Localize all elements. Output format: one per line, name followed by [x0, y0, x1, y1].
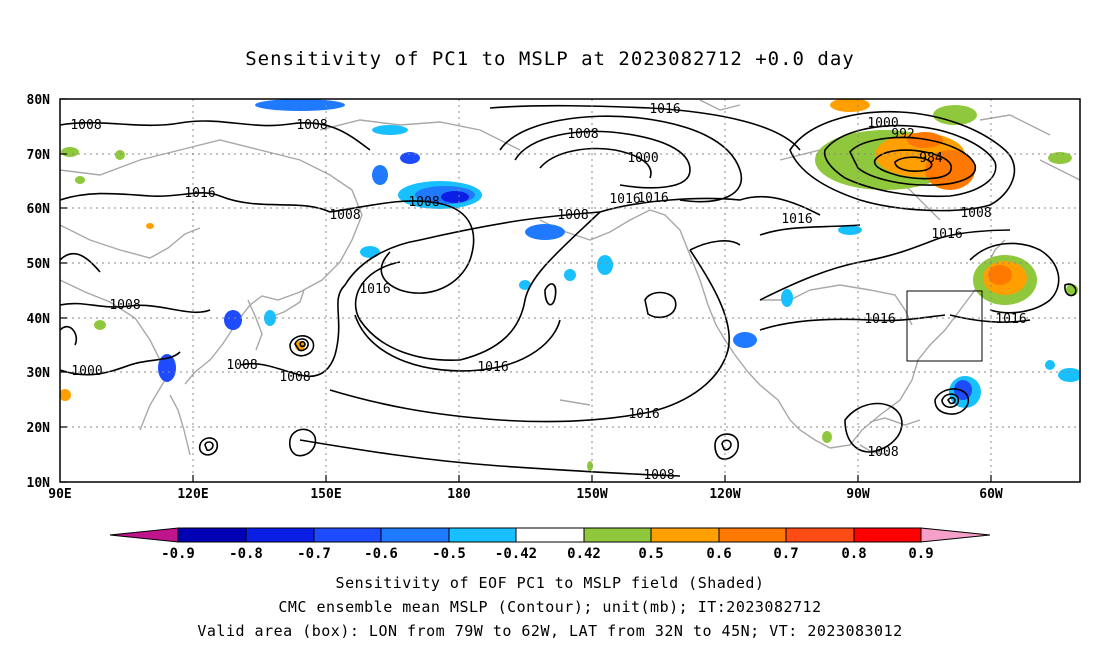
colorbar-swatch — [380, 527, 450, 543]
contour-label: 1016 — [864, 312, 895, 327]
colorbar-label: 0.9 — [908, 546, 933, 562]
lat-tick-label: 40N — [27, 312, 51, 327]
contour-label: 1016 — [995, 312, 1026, 327]
contour-label: 1016 — [628, 407, 659, 422]
caption-line-3: Valid area (box): LON from 79W to 62W, L… — [197, 622, 903, 640]
contour-label: 1016 — [637, 191, 668, 206]
colorbar-label: -0.8 — [229, 546, 263, 562]
contour-label: 1016 — [477, 360, 508, 375]
lon-tick-label: 180 — [447, 487, 471, 502]
contour-label: 1016 — [359, 282, 390, 297]
contour-label: 1008 — [296, 118, 327, 133]
contour-label: 1000 — [867, 116, 898, 131]
lon-tick-label: 120E — [177, 487, 208, 502]
colorbar-label: -0.6 — [364, 546, 398, 562]
tick-marks — [60, 98, 992, 483]
contour-label: 1008 — [329, 208, 360, 223]
contour-label: 1008 — [279, 370, 310, 385]
lon-tick-label: 90W — [846, 487, 870, 502]
contour-label: 1000 — [627, 151, 658, 166]
colorbar-swatch — [785, 527, 855, 543]
colorbar-label: -0.9 — [161, 546, 195, 562]
lat-tick-label: 60N — [27, 202, 51, 217]
colorbar-label: 0.8 — [841, 546, 866, 562]
caption-line-1: Sensitivity of EOF PC1 to MSLP field (Sh… — [335, 574, 765, 592]
colorbar-label: -0.7 — [297, 546, 331, 562]
lat-tick-label: 30N — [27, 366, 51, 381]
colorbar-swatch — [718, 527, 787, 543]
colorbar-swatch — [583, 527, 652, 543]
contour-label: 1008 — [70, 118, 101, 133]
contour-label: 1008 — [643, 468, 674, 483]
sensitivity-shading — [60, 99, 1080, 471]
lat-tick-label: 70N — [27, 148, 51, 163]
lat-labels: 80N 70N 60N 50N 40N 30N 20N 10N — [27, 93, 51, 491]
lon-tick-label: 150E — [310, 487, 341, 502]
colorbar-swatch — [448, 527, 517, 543]
colorbar-swatch — [515, 527, 585, 543]
valid-area-box — [906, 290, 983, 362]
contour-label: 1000 — [71, 364, 102, 379]
lat-tick-label: 10N — [27, 476, 51, 491]
colorbar-swatch — [853, 527, 922, 543]
contour-label: 992 — [891, 127, 914, 142]
colorbar — [109, 527, 991, 543]
contour-label: 1008 — [960, 206, 991, 221]
colorbar-label: -0.42 — [495, 546, 537, 562]
grid-lines — [60, 99, 1080, 482]
map-title: Sensitivity of PC1 to MSLP at 2023082712… — [245, 48, 855, 70]
contour-label: 1008 — [557, 208, 588, 223]
colorbar-label: 0.7 — [773, 546, 798, 562]
contour-label: 1008 — [567, 127, 598, 142]
contour-label: 1008 — [109, 298, 140, 313]
colorbar-labels: -0.9 -0.8 -0.7 -0.6 -0.5 -0.42 0.42 0.5 … — [161, 546, 934, 562]
contour-label: 1016 — [781, 212, 812, 227]
contour-label: 1016 — [184, 186, 215, 201]
colorbar-label: -0.5 — [432, 546, 466, 562]
caption-line-2: CMC ensemble mean MSLP (Contour); unit(m… — [278, 598, 822, 616]
lon-tick-label: 150W — [576, 487, 607, 502]
lon-tick-label: 60W — [979, 487, 1003, 502]
colorbar-swatch — [177, 527, 247, 543]
contour-label: 1016 — [931, 227, 962, 242]
contour-label: 1008 — [226, 358, 257, 373]
contour-labels: 1008 1008 1016 1008 1008 1016 1008 1000 … — [70, 102, 1026, 483]
lat-tick-label: 50N — [27, 257, 51, 272]
map-frame — [59, 98, 1081, 483]
contour-label: 1016 — [609, 192, 640, 207]
contour-label: 1008 — [408, 195, 439, 210]
contour-label: 1016 — [649, 102, 680, 117]
lon-tick-label: 90E — [48, 487, 71, 502]
contour-label: 1008 — [867, 445, 898, 460]
colorbar-swatch — [650, 527, 720, 543]
colorbar-label: 0.5 — [638, 546, 663, 562]
colorbar-label: 0.6 — [706, 546, 731, 562]
lat-tick-label: 80N — [27, 93, 51, 108]
colorbar-swatch — [245, 527, 315, 543]
colorbar-high-extend — [920, 527, 991, 543]
colorbar-swatch — [313, 527, 382, 543]
colorbar-low-extend — [109, 527, 179, 543]
colorbar-label: 0.42 — [567, 546, 601, 562]
lat-tick-label: 20N — [27, 421, 51, 436]
lon-tick-label: 120W — [709, 487, 740, 502]
contour-label: 984 — [919, 151, 943, 166]
lon-labels: 90E 120E 150E 180 150W 120W 90W 60W — [48, 487, 1003, 502]
mslp-contours — [60, 104, 1077, 477]
